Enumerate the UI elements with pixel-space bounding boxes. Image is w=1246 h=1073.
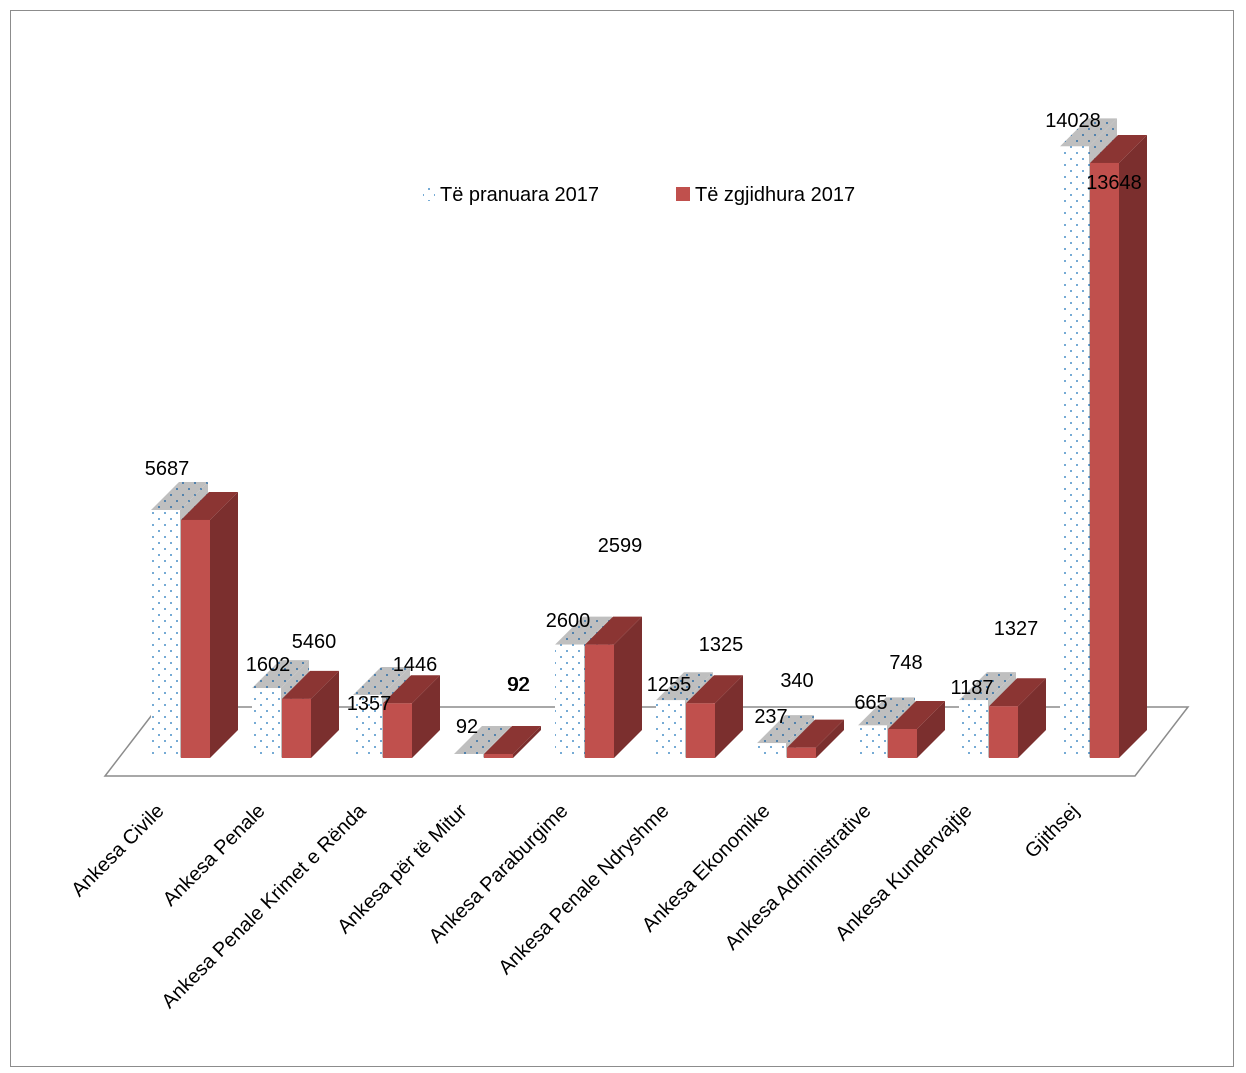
bar-received-8-front xyxy=(959,700,988,758)
bar-received-4-top xyxy=(555,616,612,645)
bar-resolved-7-side xyxy=(917,701,945,758)
bar-resolved-5-top xyxy=(686,675,743,704)
bar-received-8-top xyxy=(959,672,1016,701)
bar-resolved-8-side xyxy=(1018,678,1046,758)
bar-received-4-front xyxy=(555,644,584,758)
bar-received-2-front xyxy=(353,694,382,758)
bar-resolved-7-front xyxy=(888,729,917,758)
data-label-resolved-3: 92 xyxy=(456,716,478,738)
bar-received-7-front xyxy=(858,725,887,758)
bar-resolved-3 xyxy=(484,725,541,758)
bar-resolved-5-front xyxy=(686,703,715,758)
data-label-received-6: 340 xyxy=(780,670,813,692)
bar-resolved-0-front xyxy=(181,519,210,758)
data-label-received-7: 748 xyxy=(889,652,922,674)
bar-received-7-top xyxy=(858,697,915,726)
legend-label-resolved: Të zgjidhura 2017 xyxy=(695,184,855,206)
legend-swatch-resolved xyxy=(676,187,690,201)
bar-resolved-1-side xyxy=(311,670,339,758)
bar-resolved-9-top xyxy=(1090,134,1147,163)
bar-resolved-2-front xyxy=(383,703,412,758)
bar-resolved-8 xyxy=(989,678,1046,758)
bar-received-9-front xyxy=(1060,146,1089,758)
data-label-received-3: 92 xyxy=(508,674,530,696)
bar-resolved-7 xyxy=(888,701,945,758)
bar-resolved-0 xyxy=(181,491,238,758)
bar-received-9-top xyxy=(1060,118,1117,147)
bar-resolved-3-side xyxy=(513,725,541,758)
data-label-received-5: 1325 xyxy=(699,634,744,656)
category-label-5: Ankesa Penale Ndryshme xyxy=(494,800,673,979)
bar-resolved-4-front xyxy=(585,644,614,758)
bars-layer xyxy=(151,118,1147,758)
bar-resolved-4-top xyxy=(585,616,642,645)
bar-resolved-8-front xyxy=(989,706,1018,758)
bar-resolved-4 xyxy=(585,616,642,758)
bar-received-3-top xyxy=(454,725,511,754)
data-label-received-2: 1446 xyxy=(393,654,438,676)
data-label-resolved-1: 1357 xyxy=(347,693,392,715)
bar-resolved-9-front xyxy=(1090,162,1119,758)
data-label-resolved-8: 1187 xyxy=(950,677,993,699)
data-label-resolved-9: 13648 xyxy=(1086,172,1142,194)
bar-resolved-4-side xyxy=(614,616,642,758)
bar-resolved-6 xyxy=(787,719,844,758)
bar-resolved-7-top xyxy=(888,701,945,730)
bar-resolved-6-top xyxy=(787,719,844,748)
data-label-received-4: 2599 xyxy=(598,535,643,557)
bar-resolved-9-side xyxy=(1119,134,1147,758)
bar-resolved-5 xyxy=(686,675,743,758)
bar-resolved-1-top xyxy=(282,670,339,699)
bar-received-2-top xyxy=(353,666,410,695)
bar-received-0-front xyxy=(151,510,180,758)
bar-received-5-top xyxy=(656,672,713,701)
bar-received-1-top xyxy=(252,660,309,689)
category-label-0: Ankesa Civile xyxy=(67,800,168,901)
bar-resolved-2 xyxy=(383,675,440,758)
data-label-resolved-6: 237 xyxy=(754,706,787,728)
data-label-received-8: 1327 xyxy=(994,618,1039,640)
bar-resolved-1-front xyxy=(282,698,311,758)
data-label-resolved-5: 1255 xyxy=(647,674,692,696)
bar-received-1-front xyxy=(252,688,281,758)
bar-resolved-2-side xyxy=(412,675,440,758)
bar-resolved-3-top xyxy=(484,725,541,754)
data-label-received-1: 1602 xyxy=(246,654,291,676)
bar-resolved-6-side xyxy=(816,719,844,758)
legend-label-received: Të pranuara 2017 xyxy=(440,184,599,206)
legend: Të pranuara 2017 Të zgjidhura 2017 xyxy=(423,184,855,206)
bar-received-3-front xyxy=(454,753,483,758)
legend-swatch-received xyxy=(423,186,435,201)
bar-resolved-3-front xyxy=(484,753,513,758)
bar-received-0-top xyxy=(151,482,208,511)
bar-resolved-0-top xyxy=(181,491,238,520)
bar-resolved-8-top xyxy=(989,678,1046,707)
data-label-resolved-7: 665 xyxy=(854,692,887,714)
bar-received-6-front xyxy=(757,743,786,758)
category-label-2: Ankesa Penale Krimet e Rënda xyxy=(158,799,371,1012)
chart-border xyxy=(10,10,1234,1067)
category-label-9: Gjithsej xyxy=(1021,800,1084,863)
bar-resolved-5-side xyxy=(715,675,743,758)
data-label-resolved-4: 2600 xyxy=(546,610,591,632)
bar-resolved-0-side xyxy=(210,491,238,758)
category-label-1: Ankesa Penale xyxy=(159,800,270,911)
bar-received-6-top xyxy=(757,715,814,744)
bar-resolved-9 xyxy=(1090,134,1147,758)
bar-resolved-1 xyxy=(282,670,339,758)
bar-resolved-6-front xyxy=(787,747,816,758)
data-label-received-9: 14028 xyxy=(1045,110,1101,132)
bar-received-5-front xyxy=(656,700,685,758)
data-label-received-0: 5687 xyxy=(145,458,190,480)
data-label-resolved-2: 92 xyxy=(507,674,529,696)
bar-resolved-2-top xyxy=(383,675,440,704)
data-label-resolved-0: 5460 xyxy=(292,631,337,653)
